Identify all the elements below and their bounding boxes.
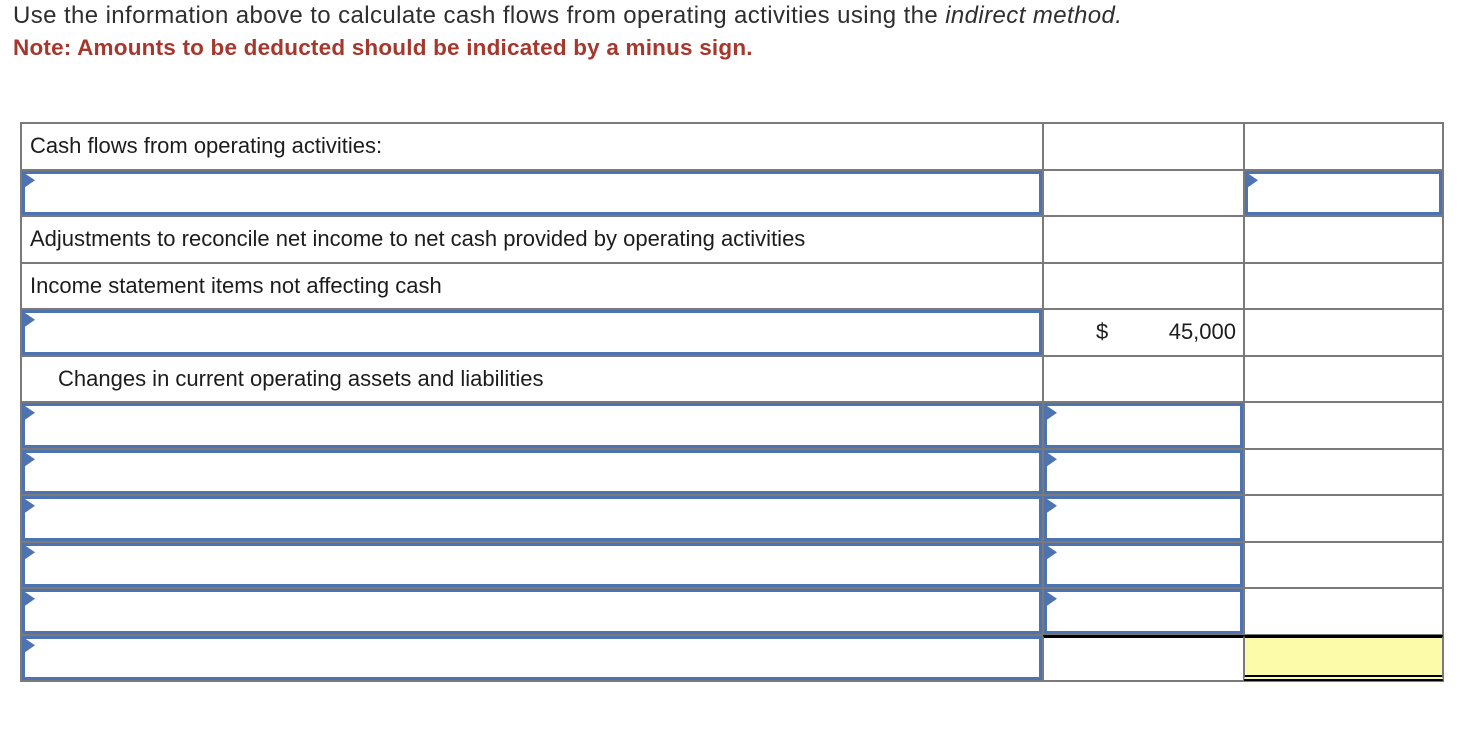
empty-cell xyxy=(1043,123,1244,170)
change-line-4-amount-cell xyxy=(1043,541,1244,588)
total-description-input[interactable] xyxy=(22,635,1042,680)
change-line-3-amount-input[interactable] xyxy=(1044,496,1243,541)
row-label-cash-flows: Cash flows from operating activities: xyxy=(21,123,1043,170)
dropdown-flag-icon xyxy=(1248,173,1258,188)
change-line-1-description-cell xyxy=(21,402,1043,449)
row-label-income-items: Income statement items not affecting cas… xyxy=(21,262,1043,309)
empty-cell xyxy=(1244,216,1443,263)
instruction-text: Use the information above to calculate c… xyxy=(13,0,1473,31)
empty-cell xyxy=(1244,495,1443,542)
dropdown-flag-icon xyxy=(1047,406,1057,420)
dropdown-flag-icon xyxy=(25,545,35,560)
dropdown-flag-icon xyxy=(1047,592,1057,606)
net-income-amount-input[interactable] xyxy=(1245,170,1442,215)
cash-flow-worksheet-table: Cash flows from operating activities: Ad… xyxy=(20,122,1444,682)
change-line-4-description-input[interactable] xyxy=(22,542,1042,587)
dropdown-flag-icon xyxy=(25,406,35,420)
total-description-cell xyxy=(21,634,1043,681)
total-subtotal-cell xyxy=(1043,634,1244,681)
empty-cell xyxy=(1043,355,1244,402)
dropdown-flag-icon xyxy=(1047,499,1057,513)
empty-cell xyxy=(1244,355,1443,402)
change-line-3-amount-cell xyxy=(1043,495,1244,542)
change-line-2-amount-input[interactable] xyxy=(1044,449,1243,494)
empty-cell xyxy=(1043,169,1244,216)
change-line-3-description-cell xyxy=(21,495,1043,542)
change-line-1-amount-cell xyxy=(1043,402,1244,449)
empty-cell xyxy=(1244,309,1443,356)
net-income-amount-cell xyxy=(1244,169,1443,216)
row-label-changes: Changes in current operating assets and … xyxy=(21,355,1043,402)
dropdown-flag-icon xyxy=(1047,452,1057,467)
change-line-1-amount-input[interactable] xyxy=(1044,403,1243,448)
empty-cell xyxy=(1043,216,1244,263)
total-result-cell xyxy=(1244,634,1443,681)
net-income-description-cell xyxy=(21,169,1043,216)
amount-value: 45,000 xyxy=(1168,319,1236,345)
empty-cell xyxy=(1244,448,1443,495)
noncash-item-description-cell xyxy=(21,309,1043,356)
dropdown-flag-icon xyxy=(25,313,35,327)
change-line-4-description-cell xyxy=(21,541,1043,588)
empty-cell xyxy=(1244,402,1443,449)
empty-cell xyxy=(1244,541,1443,588)
dropdown-flag-icon xyxy=(25,499,35,513)
instructions-block: Use the information above to calculate c… xyxy=(13,0,1473,63)
dropdown-flag-icon xyxy=(25,592,35,606)
empty-cell xyxy=(1043,262,1244,309)
row-label-adjustments: Adjustments to reconcile net income to n… xyxy=(21,216,1043,263)
dropdown-flag-icon xyxy=(1047,545,1057,560)
dropdown-flag-icon xyxy=(25,638,35,653)
dropdown-flag-icon xyxy=(25,452,35,467)
change-line-4-amount-input[interactable] xyxy=(1044,542,1243,587)
instruction-prefix: Use the information above to calculate c… xyxy=(13,2,946,29)
change-line-2-description-cell xyxy=(21,448,1043,495)
change-line-3-description-input[interactable] xyxy=(22,496,1042,541)
change-line-1-description-input[interactable] xyxy=(22,403,1042,448)
empty-cell xyxy=(1244,262,1443,309)
noncash-item-description-input[interactable] xyxy=(22,310,1042,355)
change-line-5-amount-cell xyxy=(1043,588,1244,635)
change-line-5-amount-input[interactable] xyxy=(1044,589,1243,634)
currency-symbol: $ xyxy=(1096,319,1109,345)
change-line-2-description-input[interactable] xyxy=(22,449,1042,494)
note-text: Note: Amounts to be deducted should be i… xyxy=(13,35,753,60)
empty-cell xyxy=(1244,588,1443,635)
change-line-2-amount-cell xyxy=(1043,448,1244,495)
change-line-5-description-cell xyxy=(21,588,1043,635)
net-income-description-input[interactable] xyxy=(22,170,1042,215)
instruction-italic: indirect method. xyxy=(945,2,1123,29)
dropdown-flag-icon xyxy=(25,173,35,188)
noncash-item-amount-cell: $ 45,000 xyxy=(1043,309,1244,356)
empty-cell xyxy=(1244,123,1443,170)
change-line-5-description-input[interactable] xyxy=(22,589,1042,634)
